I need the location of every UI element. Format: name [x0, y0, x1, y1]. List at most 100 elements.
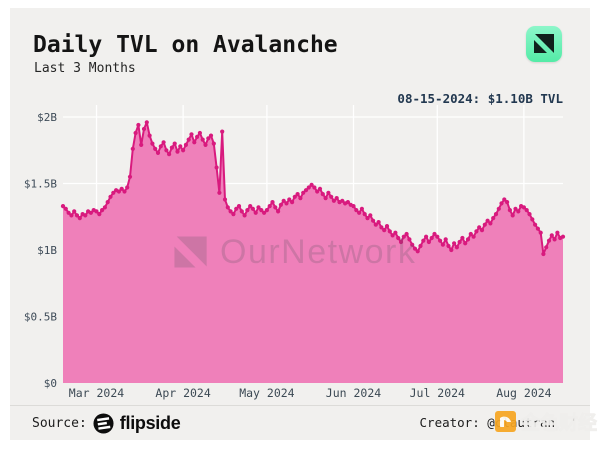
- chart-point: [315, 189, 320, 194]
- chart-point: [507, 208, 512, 213]
- chart-point: [195, 134, 200, 139]
- chart-point: [317, 186, 323, 191]
- jinse-watermark: 金色财经: [494, 408, 597, 435]
- chart-point: [502, 197, 507, 202]
- chart-point: [144, 120, 149, 125]
- chart-point: [382, 228, 387, 233]
- chart-point: [516, 209, 521, 214]
- chart-point: [452, 241, 457, 246]
- chart-point: [404, 231, 409, 237]
- chart-point: [468, 231, 473, 237]
- chart-point: [493, 212, 499, 217]
- chart-point: [376, 220, 381, 225]
- chart-point: [270, 200, 275, 205]
- chart-point: [234, 206, 239, 211]
- chart-point: [236, 204, 242, 209]
- chart-point: [290, 200, 295, 205]
- chart-point: [373, 222, 378, 227]
- chart-point: [186, 137, 191, 142]
- chart-point: [379, 225, 384, 230]
- chart-point: [393, 230, 398, 235]
- chart-point: [192, 140, 197, 145]
- chart-point: [111, 190, 116, 195]
- chart-point: [287, 197, 292, 202]
- chart-point: [463, 241, 468, 246]
- chart-point: [513, 206, 518, 211]
- chart-point: [281, 198, 286, 203]
- y-axis-label: $0: [44, 377, 57, 390]
- chart-point: [421, 238, 426, 243]
- chart-point: [130, 146, 135, 151]
- chart-point: [312, 185, 317, 190]
- chart-point: [141, 126, 147, 132]
- chart-point: [524, 208, 529, 213]
- chart-point: [351, 204, 356, 209]
- chart-point: [88, 210, 93, 215]
- chart-point: [208, 133, 214, 138]
- chart-point: [454, 245, 459, 250]
- chart-point: [69, 213, 74, 218]
- chart-point: [482, 222, 487, 227]
- y-axis-label: $1B: [37, 244, 57, 257]
- y-axis-label: $0.5B: [24, 311, 57, 324]
- chart-point: [401, 234, 406, 239]
- chart-point: [510, 213, 515, 218]
- chart-point: [560, 234, 566, 239]
- chart-point: [491, 216, 496, 221]
- chart-point: [181, 148, 186, 153]
- chart-point: [217, 190, 222, 195]
- chart-point: [278, 202, 283, 207]
- chart-point: [153, 146, 158, 151]
- chart-point: [100, 208, 105, 213]
- chart-point: [329, 194, 334, 199]
- chart-point: [284, 201, 289, 206]
- chart-point: [357, 210, 362, 215]
- chart-point: [371, 218, 376, 223]
- chart-point: [273, 205, 278, 210]
- chart-point: [125, 185, 130, 190]
- chart-point: [546, 238, 552, 243]
- chart-point: [259, 208, 264, 213]
- chart-point: [108, 194, 113, 199]
- chart-point: [169, 145, 174, 150]
- chart-point: [155, 150, 161, 155]
- chart-point: [505, 200, 510, 205]
- chart-point: [407, 237, 412, 242]
- chart-point: [530, 217, 535, 222]
- chart-point: [301, 190, 306, 195]
- chart-point: [396, 235, 401, 241]
- chart-point: [197, 130, 202, 136]
- chart-point: [415, 249, 420, 254]
- chart-point: [499, 201, 504, 206]
- chart-point: [390, 233, 395, 238]
- chart-point: [97, 212, 102, 217]
- chart-point: [384, 224, 390, 229]
- chart-point: [211, 141, 216, 146]
- chart-point: [457, 239, 462, 245]
- chart-point: [220, 129, 225, 134]
- chart-point: [479, 228, 485, 233]
- chart-point: [74, 213, 80, 218]
- chart-point: [465, 237, 471, 242]
- chart-point: [449, 247, 454, 253]
- chart-point: [365, 216, 370, 221]
- chart-point: [147, 133, 152, 138]
- source-attribution: Source: flipside: [32, 411, 181, 435]
- chart-point: [440, 242, 445, 247]
- chart-point: [527, 212, 532, 217]
- jinse-logo-icon: [495, 411, 516, 432]
- chart-point: [544, 245, 549, 250]
- chart-point: [253, 210, 258, 215]
- chart-point: [239, 209, 244, 214]
- chart-point: [309, 182, 314, 187]
- chart-point: [139, 142, 144, 147]
- chart-point: [94, 209, 99, 214]
- chart-point: [245, 208, 250, 213]
- chart-point: [398, 239, 404, 245]
- chart-point: [368, 213, 373, 218]
- flipside-wordmark: flipside: [119, 412, 181, 433]
- chart-point: [150, 141, 155, 146]
- chart-point: [136, 122, 141, 128]
- chart-point: [555, 230, 560, 235]
